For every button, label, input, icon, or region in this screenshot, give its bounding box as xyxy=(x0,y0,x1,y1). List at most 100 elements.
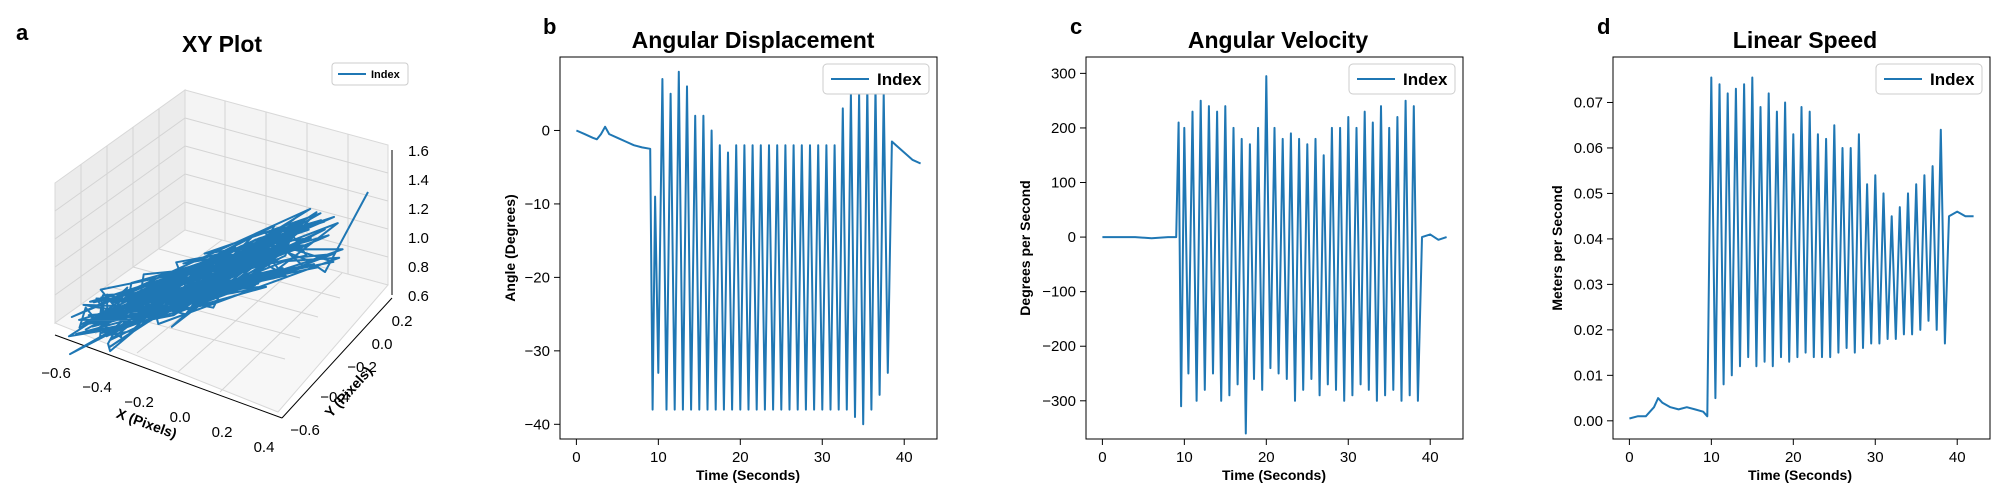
y-tick-label: 0.02 xyxy=(1574,322,1603,339)
x-axis-line-a xyxy=(54,334,283,419)
3d-floor-pane xyxy=(53,229,389,413)
x-tick-label: −0.4 xyxy=(82,379,112,396)
y-axis-label-b: Angle (Degrees) xyxy=(502,194,518,301)
panel-letter-d: d xyxy=(1597,14,1610,39)
y-axis-label-d: Meters per Second xyxy=(1549,185,1565,310)
y-tick-label: 0.05 xyxy=(1574,185,1603,202)
chart-title-b: Angular Displacement xyxy=(632,27,875,53)
legend-a: Index xyxy=(331,62,409,86)
x-tick-label: −0.2 xyxy=(124,394,154,411)
x-axis-label-b: Time (Seconds) xyxy=(696,467,800,483)
legend-c: Index xyxy=(1348,63,1456,95)
y-tick-label: 0.01 xyxy=(1574,367,1603,384)
legend-box xyxy=(1875,63,1983,95)
plot-frame-d xyxy=(1612,56,1991,440)
x-tick-label: −0.6 xyxy=(41,365,71,382)
y-tick-label: −0.4 xyxy=(320,389,350,406)
x-tick-label: 10 xyxy=(1176,449,1193,466)
y-tick-label: 0.07 xyxy=(1574,94,1603,111)
series-line-index xyxy=(575,70,922,426)
legend-box xyxy=(1348,63,1456,95)
x-tick-label: 30 xyxy=(1340,449,1357,466)
ticks-d: 0 10 20 30 40 0.07 0.06 0.05 0.04 0.03 0.02 0.01 0.0… xyxy=(1574,94,1966,466)
y-tick-label: −40 xyxy=(525,416,550,433)
y-tick-label: 0.00 xyxy=(1574,413,1603,430)
x-tick-label: 40 xyxy=(896,449,913,466)
y-tick-label: 0.0 xyxy=(372,336,393,353)
x-tick-label: 0 xyxy=(1098,449,1106,466)
x-axis-label-c: Time (Seconds) xyxy=(1222,467,1326,483)
z-ticks-a: 0.6 0.8 1.0 1.2 1.4 1.6 xyxy=(408,143,429,305)
y-tick-label: 0.06 xyxy=(1574,140,1603,157)
z-tick-label: 1.0 xyxy=(408,230,429,247)
x-axis-label-d: Time (Seconds) xyxy=(1748,467,1852,483)
x-tick-label: 40 xyxy=(1949,449,1966,466)
panel-d-linear-speed: d Linear Speed 0 10 20 30 40 0.07 0.06 0.05 0.04… xyxy=(1549,14,1991,483)
series-line-index xyxy=(1102,75,1447,435)
ticks-c: 0 10 20 30 40 300 200 100 0 −100 −200 −300 xyxy=(1042,65,1438,466)
z-tick-label: 0.6 xyxy=(408,288,429,305)
x-ticks-a: −0.6 −0.4 −0.2 0.0 0.2 0.4 xyxy=(41,365,274,456)
z-tick-label: 0.8 xyxy=(408,259,429,276)
x-tick-label: 30 xyxy=(1867,449,1884,466)
legend-label: Index xyxy=(1930,70,1975,89)
y-tick-label: −100 xyxy=(1042,284,1076,301)
panel-letter-c: c xyxy=(1070,14,1082,39)
legend-box xyxy=(822,63,930,95)
y-tick-label: −20 xyxy=(525,269,550,286)
y-tick-label: 200 xyxy=(1051,120,1076,137)
plot-frame-b xyxy=(559,56,938,440)
chart-title-c: Angular Velocity xyxy=(1188,27,1368,53)
z-tick-label: 1.2 xyxy=(408,201,429,218)
y-tick-label: 300 xyxy=(1051,65,1076,82)
plot-frame-c xyxy=(1085,56,1464,440)
x-tick-label: 30 xyxy=(814,449,831,466)
z-tick-label: 1.4 xyxy=(408,172,429,189)
y-tick-label: −30 xyxy=(525,343,550,360)
legend-label: Index xyxy=(371,69,401,81)
panel-letter-a: a xyxy=(16,20,29,45)
x-tick-label: 0 xyxy=(572,449,580,466)
x-tick-label: 20 xyxy=(1785,449,1802,466)
legend-label: Index xyxy=(877,70,922,89)
y-tick-label: −0.2 xyxy=(347,359,377,376)
y-tick-label: 0 xyxy=(1068,229,1076,246)
y-tick-label: −10 xyxy=(525,196,550,213)
y-tick-label: 100 xyxy=(1051,175,1076,192)
3d-axes-box xyxy=(53,89,393,419)
xy-trajectory-line xyxy=(67,191,369,356)
x-tick-label: 40 xyxy=(1422,449,1439,466)
y-tick-label: 0.2 xyxy=(392,313,413,330)
y-tick-label: −200 xyxy=(1042,338,1076,355)
ticks-b: 0 10 20 30 40 0 −10 −20 −30 −40 xyxy=(525,122,913,466)
x-tick-label: 10 xyxy=(650,449,667,466)
x-tick-label: 20 xyxy=(1258,449,1275,466)
legend-b: Index xyxy=(822,63,930,95)
panel-c-angular-velocity: c Angular Velocity 0 10 20 30 40 300 200 100 0 −1… xyxy=(1017,14,1464,483)
x-tick-label: 0.2 xyxy=(212,424,233,441)
x-tick-label: 0 xyxy=(1625,449,1633,466)
series-line-index xyxy=(1629,76,1974,420)
y-tick-label: 0.04 xyxy=(1574,231,1603,248)
y-tick-label: 0 xyxy=(542,122,550,139)
y-ticks-a: −0.6 −0.4 −0.2 0.0 0.2 xyxy=(290,313,412,439)
y-axis-line-a xyxy=(281,297,393,419)
x-tick-label: 10 xyxy=(1703,449,1720,466)
z-tick-label: 1.6 xyxy=(408,143,429,160)
legend-label: Index xyxy=(1403,70,1448,89)
legend-d: Index xyxy=(1875,63,1983,95)
y-axis-label-c: Degrees per Second xyxy=(1017,180,1033,315)
x-tick-label: 20 xyxy=(732,449,749,466)
x-tick-label: 0.4 xyxy=(254,439,275,456)
legend-box xyxy=(331,62,409,86)
panel-letter-b: b xyxy=(543,14,556,39)
x-tick-label: 0.0 xyxy=(170,409,191,426)
y-tick-label: −300 xyxy=(1042,393,1076,410)
chart-title-a: XY Plot xyxy=(182,31,262,57)
chart-title-d: Linear Speed xyxy=(1733,27,1877,53)
y-tick-label: −0.6 xyxy=(290,422,320,439)
panel-a-xy-plot: a XY Plot xyxy=(16,20,429,456)
y-tick-label: 0.03 xyxy=(1574,276,1603,293)
panel-b-angular-displacement: b Angular Displacement 0 10 20 30 40 0 −10 −20 −… xyxy=(502,14,938,483)
